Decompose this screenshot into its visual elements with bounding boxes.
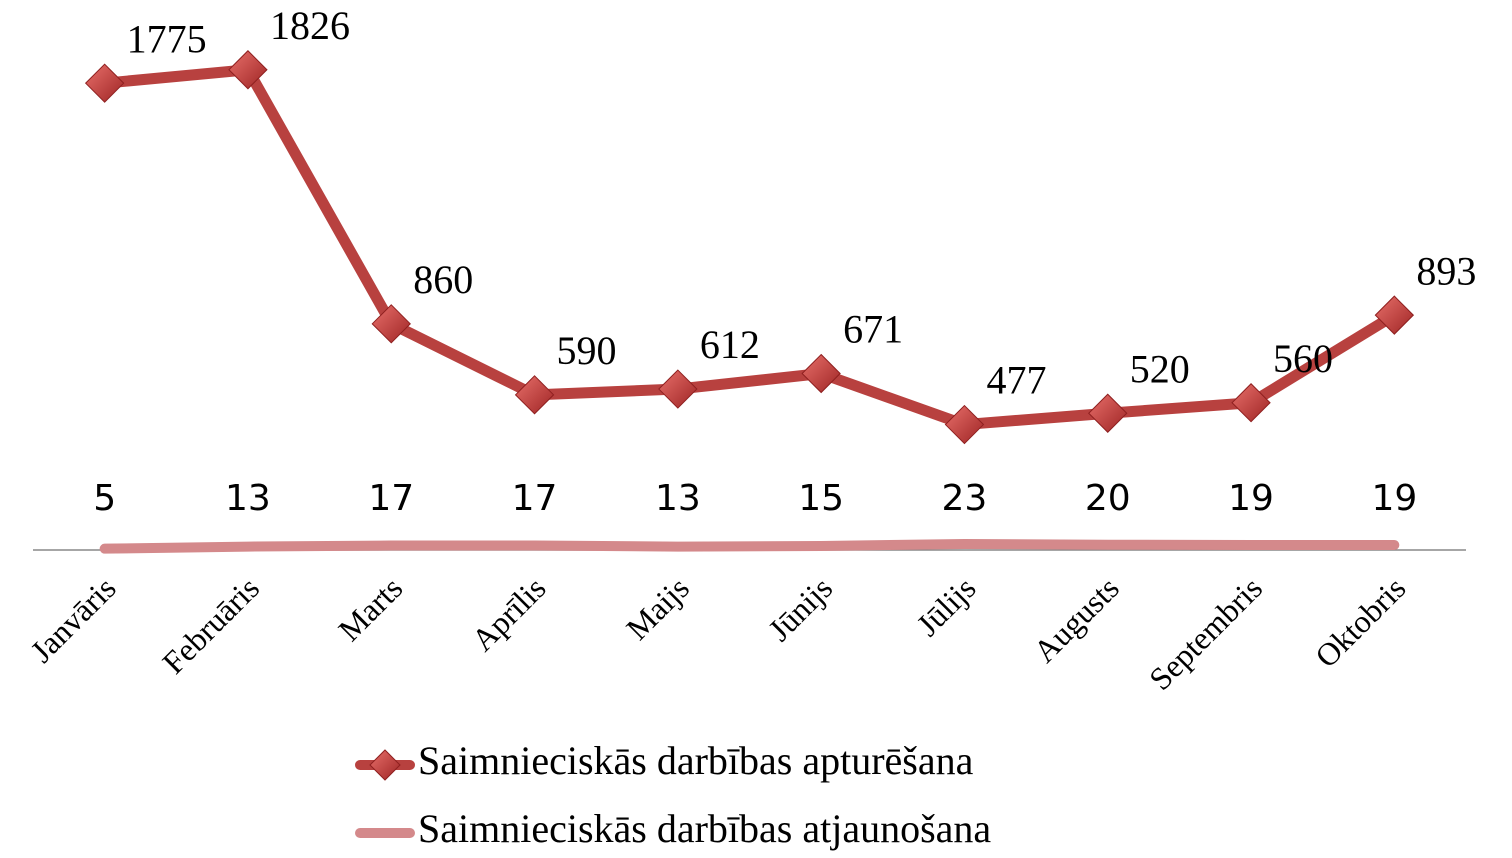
marker (1374, 295, 1415, 335)
data-label: 560 (1273, 336, 1333, 381)
x-tick-label: Augusts (1026, 570, 1126, 670)
data-label: 860 (413, 257, 473, 302)
data-label: 1826 (270, 3, 350, 48)
data-label: 23 (942, 478, 988, 519)
data-label: 13 (655, 478, 701, 519)
data-label: 671 (843, 307, 903, 352)
series-line (99, 64, 1400, 431)
data-label: 612 (700, 322, 760, 367)
data-label: 590 (557, 328, 617, 373)
marker (1088, 393, 1128, 433)
data-label: 520 (1130, 346, 1190, 391)
marker (944, 404, 985, 445)
series-line (99, 538, 1400, 554)
data-label: 893 (1416, 248, 1476, 293)
marker (658, 369, 698, 409)
x-tick-label: Maijs (619, 570, 696, 647)
x-tick-label: Jūnijs (761, 570, 839, 648)
data-label: 19 (1371, 478, 1417, 519)
x-tick-label: Oktobris (1308, 570, 1413, 675)
x-tick-label: Jūlijs (909, 570, 982, 643)
data-label: 17 (512, 478, 558, 519)
legend-label: Saimnieciskās darbības atjaunošana (418, 806, 991, 851)
marker (801, 353, 841, 394)
data-label: 477 (986, 358, 1046, 403)
marker (371, 304, 411, 344)
x-tick-label: Aprīlis (464, 570, 552, 658)
marker (84, 63, 125, 103)
marker (514, 375, 555, 415)
marker (228, 50, 268, 90)
data-label: 19 (1228, 478, 1274, 519)
data-label: 15 (798, 478, 844, 519)
x-tick-label: Marts (331, 570, 409, 648)
marker (1231, 383, 1271, 423)
data-label: 20 (1085, 478, 1131, 519)
data-label: 1775 (127, 16, 207, 61)
x-tick-label: Janvāris (23, 570, 123, 670)
data-label: 17 (368, 478, 414, 519)
legend-marker (369, 749, 401, 781)
data-label: 13 (225, 478, 271, 519)
legend-label: Saimnieciskās darbības apturēšana (418, 738, 974, 783)
x-tick-label: Februāris (155, 570, 266, 681)
x-tick-label: Septembris (1142, 570, 1269, 697)
data-label: 5 (93, 478, 116, 519)
